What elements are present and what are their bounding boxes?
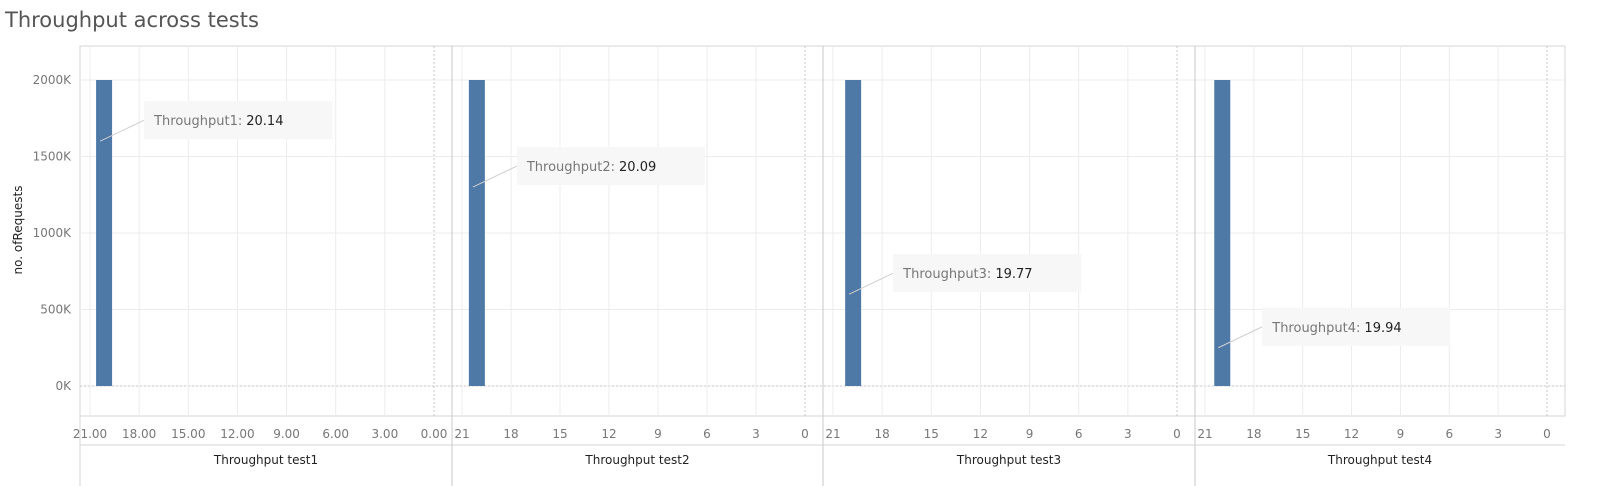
x-tick-label: 18.00 bbox=[122, 427, 156, 441]
panel-title: Throughput test4 bbox=[1327, 453, 1432, 467]
x-tick-label: 9.00 bbox=[273, 427, 300, 441]
bar bbox=[845, 80, 862, 386]
x-tick-label: 18 bbox=[1246, 427, 1261, 441]
x-tick-label: 6.00 bbox=[322, 427, 349, 441]
x-tick-label: 12 bbox=[973, 427, 988, 441]
x-tick-label: 21 bbox=[454, 427, 469, 441]
x-tick-label: 12.00 bbox=[220, 427, 254, 441]
x-tick-label: 15 bbox=[1295, 427, 1310, 441]
x-tick-label: 0 bbox=[1173, 427, 1181, 441]
annotation-label: Throughput4: bbox=[1271, 321, 1360, 336]
x-tick-label: 6 bbox=[1445, 427, 1453, 441]
annotation-leader bbox=[848, 272, 894, 295]
annotation-value: 20.09 bbox=[619, 160, 656, 175]
x-tick-label: 15.00 bbox=[171, 427, 205, 441]
bar bbox=[468, 80, 485, 386]
annotation-value: 19.94 bbox=[1364, 321, 1401, 336]
y-tick-label: 2000K bbox=[33, 73, 73, 87]
annotation-label: Throughput1: bbox=[153, 114, 242, 129]
annotation-value: 20.14 bbox=[246, 114, 283, 129]
x-tick-label: 9 bbox=[654, 427, 662, 441]
x-tick-label: 6 bbox=[1075, 427, 1083, 441]
annotation-label: Throughput3: bbox=[902, 267, 991, 282]
x-tick-label: 21.00 bbox=[73, 427, 107, 441]
y-tick-label: 1500K bbox=[33, 150, 73, 164]
x-tick-label: 21 bbox=[825, 427, 840, 441]
x-tick-label: 12 bbox=[1344, 427, 1359, 441]
panel-title: Throughput test1 bbox=[213, 453, 318, 467]
annotation-leader bbox=[1218, 326, 1263, 349]
x-tick-label: 18 bbox=[875, 427, 890, 441]
y-tick-label: 500K bbox=[40, 303, 72, 317]
x-tick-label: 9 bbox=[1397, 427, 1405, 441]
annotation-leader bbox=[472, 165, 518, 188]
x-tick-label: 3 bbox=[1124, 427, 1132, 441]
x-tick-label: 3.00 bbox=[371, 427, 398, 441]
x-tick-label: 0 bbox=[1543, 427, 1551, 441]
y-tick-label: 1000K bbox=[33, 226, 73, 240]
annotation-value: 19.77 bbox=[995, 267, 1032, 282]
bar bbox=[96, 80, 113, 386]
x-tick-label: 12 bbox=[601, 427, 616, 441]
x-tick-label: 15 bbox=[552, 427, 567, 441]
y-tick-label: 0K bbox=[55, 379, 72, 393]
y-axis-title: no. ofRequests bbox=[11, 186, 25, 275]
annotation-label: Throughput2: bbox=[526, 160, 615, 175]
x-tick-label: 0 bbox=[801, 427, 809, 441]
x-tick-label: 0.00 bbox=[421, 427, 448, 441]
annotation-box bbox=[1262, 307, 1451, 346]
panel-title: Throughput test2 bbox=[584, 453, 689, 467]
annotation-leader bbox=[99, 119, 145, 142]
x-tick-label: 9 bbox=[1026, 427, 1034, 441]
x-tick-label: 6 bbox=[703, 427, 711, 441]
x-tick-label: 3 bbox=[1494, 427, 1502, 441]
bar bbox=[1214, 80, 1231, 386]
annotation-box bbox=[893, 254, 1082, 293]
x-tick-label: 18 bbox=[503, 427, 518, 441]
annotation-box bbox=[516, 147, 705, 186]
annotation-box bbox=[144, 101, 333, 140]
x-tick-label: 15 bbox=[924, 427, 939, 441]
panel-title: Throughput test3 bbox=[956, 453, 1061, 467]
x-tick-label: 21 bbox=[1197, 427, 1212, 441]
chart-title: Throughput across tests bbox=[5, 8, 259, 32]
x-tick-label: 3 bbox=[752, 427, 760, 441]
